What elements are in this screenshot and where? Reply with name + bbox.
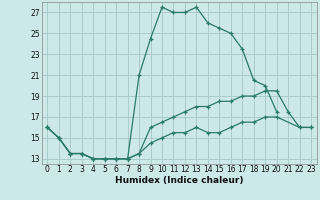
X-axis label: Humidex (Indice chaleur): Humidex (Indice chaleur) (115, 176, 244, 185)
